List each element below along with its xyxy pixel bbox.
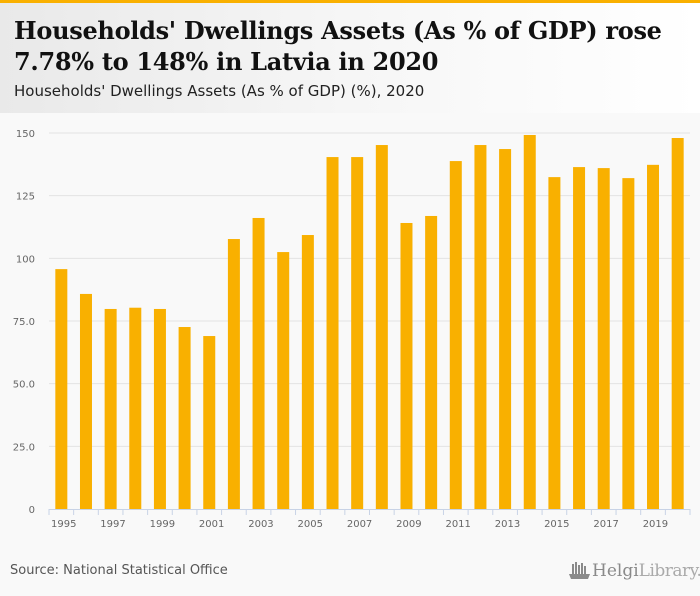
bar-2019[interactable]	[647, 164, 660, 510]
logo-brand: Helgi	[592, 561, 639, 581]
bar-2003[interactable]	[252, 217, 265, 509]
helgilibrary-logo[interactable]: HelgiLibrary.	[568, 560, 700, 582]
x-axis: 1995 1997 1999 2001 2003 2005 2007 2009 2011 2013…	[48, 509, 691, 530]
chart-header: Households' Dwellings Assets (As % of GD…	[0, 3, 700, 113]
bar-2013[interactable]	[499, 149, 512, 509]
y-tick-label: 125	[16, 192, 35, 203]
bar-2007[interactable]	[351, 157, 364, 509]
bar-1998[interactable]	[129, 307, 142, 509]
chart-subtitle: Households' Dwellings Assets (As % of GD…	[14, 82, 425, 100]
x-tick-label: 2007	[347, 519, 372, 530]
bar-2005[interactable]	[301, 235, 314, 509]
page-title: Households' Dwellings Assets (As % of GD…	[14, 16, 662, 76]
bar-2020[interactable]	[671, 138, 684, 509]
y-tick-label: 50.0	[13, 380, 35, 391]
bar-1997[interactable]	[104, 308, 117, 509]
bar-2015[interactable]	[548, 177, 561, 509]
bar-2000[interactable]	[178, 327, 191, 509]
bar-2018[interactable]	[622, 178, 635, 509]
bar-2011[interactable]	[449, 161, 462, 510]
bar-2002[interactable]	[227, 239, 240, 510]
bar-2008[interactable]	[375, 145, 388, 510]
y-tick-label: 0	[29, 505, 35, 516]
logo-suffix: Library.	[638, 561, 700, 581]
x-tick-label: 2011	[445, 519, 470, 530]
x-tick-label: 2009	[396, 519, 421, 530]
bar-2010[interactable]	[425, 215, 438, 509]
y-tick-label: 100	[16, 254, 35, 265]
x-tick-label: 1995	[51, 519, 76, 530]
x-tick-label: 2019	[643, 519, 668, 530]
x-tick-label: 2013	[495, 519, 520, 530]
source-note: Source: National Statistical Office	[10, 563, 228, 578]
bar-2009[interactable]	[400, 222, 413, 510]
x-tick-label: 2015	[544, 519, 569, 530]
x-tick-label: 2005	[298, 519, 323, 530]
library-logo-icon	[569, 562, 590, 579]
bar-2017[interactable]	[597, 168, 610, 510]
bar-2012[interactable]	[474, 145, 487, 510]
x-tick-label: 1999	[150, 519, 175, 530]
y-tick-label: 150	[16, 129, 35, 140]
accent-top-bar	[0, 0, 700, 3]
bar-chart: 0 25.0 50.0 75.0 100 125 150 1995 1997 1999 2001 2…	[13, 129, 691, 530]
y-tick-label: 75.0	[13, 317, 35, 328]
bar-2014[interactable]	[523, 135, 536, 509]
bar-2001[interactable]	[203, 336, 216, 509]
x-tick-label: 2003	[248, 519, 273, 530]
bar-1996[interactable]	[79, 293, 92, 509]
x-tick-label: 2017	[593, 519, 618, 530]
x-tick-label: 1997	[100, 519, 125, 530]
y-tick-label: 25.0	[13, 442, 35, 453]
bars	[55, 135, 684, 510]
y-axis-labels: 0 25.0 50.0 75.0 100 125 150	[13, 129, 35, 516]
bar-2006[interactable]	[326, 157, 339, 509]
logo-text: HelgiLibrary.	[592, 561, 700, 581]
bar-1995[interactable]	[55, 269, 68, 509]
bar-2004[interactable]	[277, 252, 290, 510]
bar-2016[interactable]	[573, 167, 586, 509]
gridlines	[49, 132, 690, 447]
x-tick-label: 2001	[199, 519, 224, 530]
bar-1999[interactable]	[153, 308, 166, 509]
